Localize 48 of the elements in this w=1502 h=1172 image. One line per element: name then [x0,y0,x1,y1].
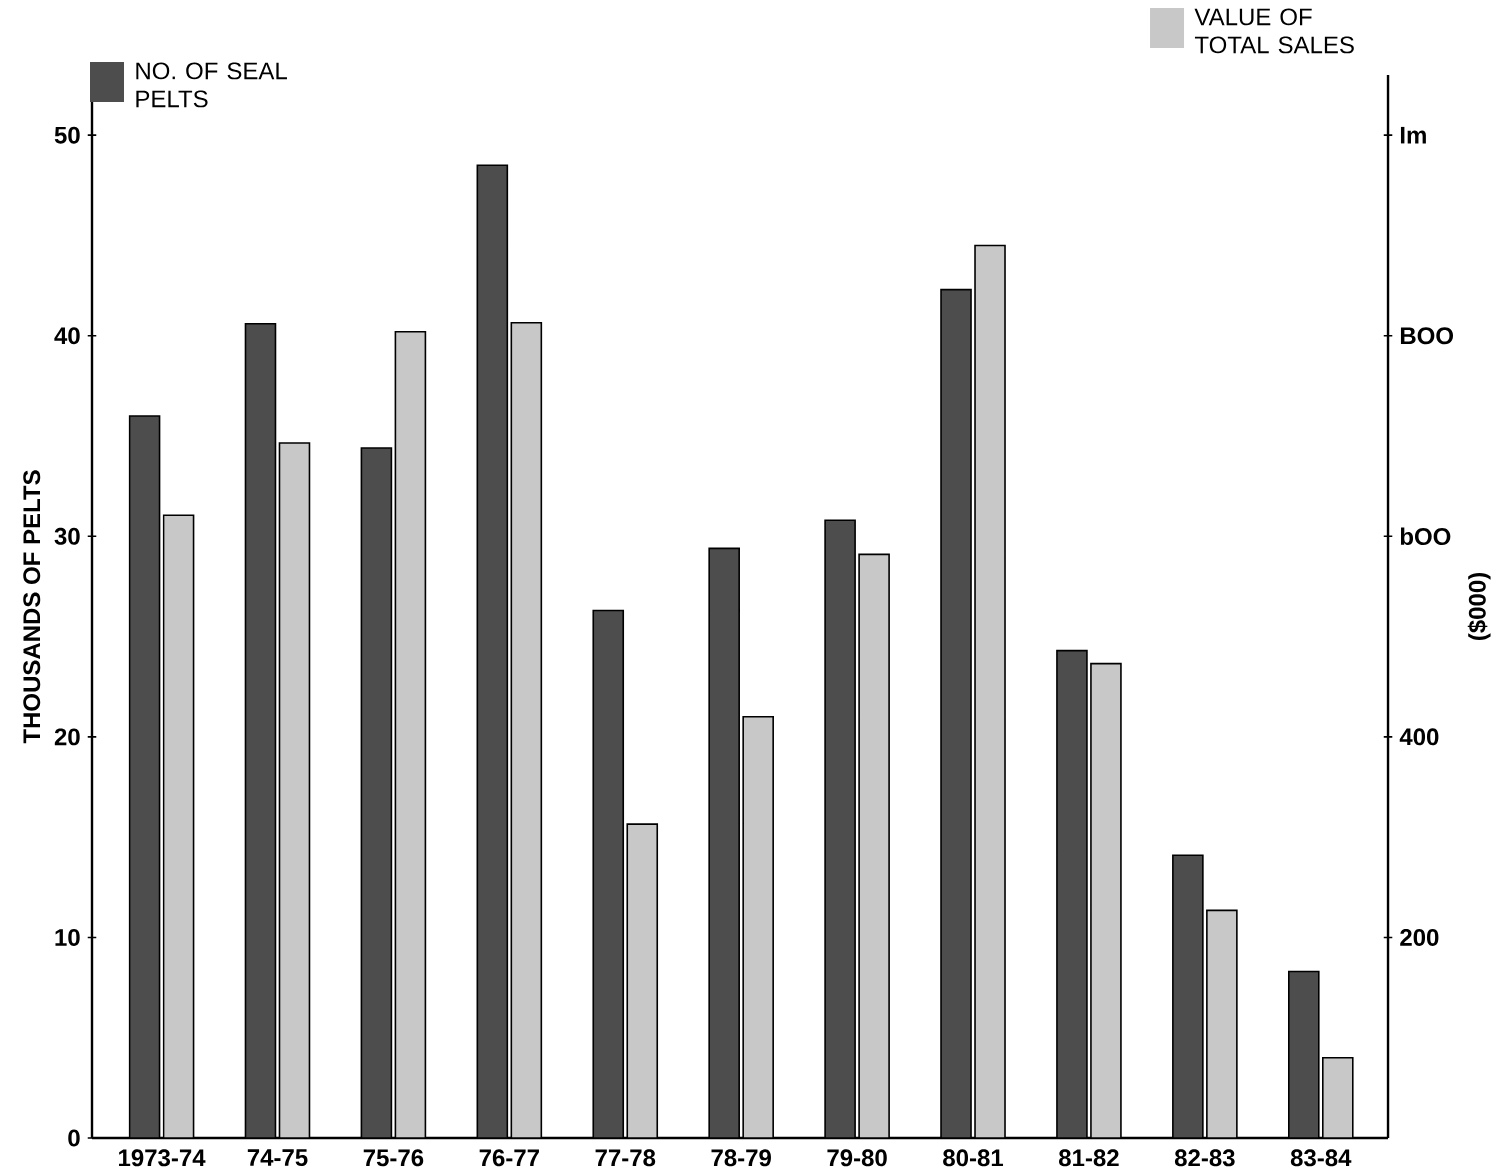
bar [244,322,277,1138]
bar [742,716,774,1138]
bar [476,164,509,1138]
bar [510,321,543,1138]
bar [162,514,195,1138]
y-tick-label: 30 [54,527,80,545]
x-tick-label: 75-76 [363,1149,424,1167]
bar [1172,854,1204,1138]
y-tick-label: 0 [68,1129,80,1147]
y-tick-label: 40 [54,327,80,345]
y-axis-title: THOUSANDS OF PELTS [23,470,41,744]
x-tick-label: 1973-74 [119,1149,206,1167]
y2-tick-label: Im [1400,126,1426,144]
bar [278,442,311,1138]
y-tick-label: 10 [55,928,80,946]
legend-label: VALUE OF TOTAL SALES [1194,8,1354,54]
x-tick-label: 80-81 [943,1149,1004,1167]
bar [708,547,740,1138]
y2-axis-title: ($000) [1467,573,1491,640]
bar [626,823,659,1138]
bar [592,609,625,1138]
x-tick-label: 81-82 [1059,1149,1119,1167]
x-tick-label: 76-77 [479,1149,539,1167]
bar [1321,1056,1354,1138]
bar [824,519,856,1138]
y-tick-label: 20 [54,728,80,746]
bar [1056,649,1088,1138]
y2-tick-label: BOO [1400,327,1454,345]
bar [128,415,161,1138]
x-tick-label: 79-80 [827,1149,887,1167]
bar [974,244,1006,1138]
y2-tick-label: 200 [1400,928,1439,946]
bar [360,447,393,1138]
x-tick-label: 77-78 [595,1149,656,1167]
bar [1206,909,1238,1138]
legend-label: NO. OF SEAL PELTS [136,62,287,108]
x-tick-label: 78-79 [711,1149,771,1167]
x-tick-label: 83-84 [1290,1149,1352,1167]
y2-tick-label: bOO [1400,527,1451,546]
x-tick-label: 82-83 [1174,1149,1235,1167]
y2-tick-label: 400 [1399,728,1439,746]
bar [858,553,890,1138]
x-tick-label: 74-75 [247,1149,308,1167]
bar [1090,662,1122,1138]
bar [940,288,972,1138]
y-tick-label: 50 [54,126,80,144]
bar [394,330,427,1138]
bar [1287,970,1320,1138]
